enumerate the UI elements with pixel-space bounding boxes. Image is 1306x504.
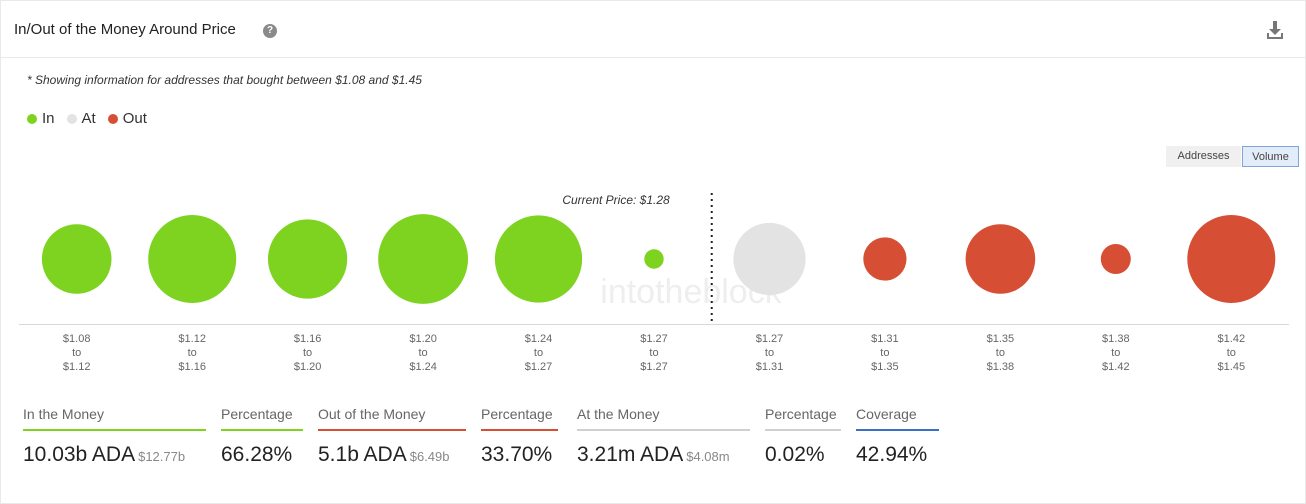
legend-item-out[interactable]: Out	[107, 110, 147, 127]
tick-label-6-2: $1.31	[756, 361, 784, 373]
stat-label: In the Money	[23, 406, 206, 431]
download-icon[interactable]	[1266, 20, 1284, 40]
tick-label-8-0: $1.35	[987, 333, 1015, 345]
tick-label-6-1: to	[765, 347, 774, 359]
tick-label-7-0: $1.31	[871, 333, 899, 345]
stat-value-text: 0.02%	[765, 443, 825, 466]
tick-label-1-0: $1.12	[178, 333, 206, 345]
tick-label-4-0: $1.24	[525, 333, 553, 345]
stat-label: Percentage	[221, 406, 303, 431]
legend-label-at: At	[81, 110, 96, 127]
tick-label-9-2: $1.42	[1102, 361, 1130, 373]
stat-3: Percentage 33.70%	[481, 406, 558, 467]
stat-value: 0.02%	[765, 443, 841, 467]
stat-value: 5.1b ADA $6.49b	[318, 443, 466, 467]
stat-0: In the Money 10.03b ADA $12.77b	[23, 406, 206, 467]
tick-label-9-0: $1.38	[1102, 333, 1130, 345]
stat-1: Percentage 66.28%	[221, 406, 303, 467]
tick-label-8-2: $1.38	[987, 361, 1015, 373]
bubble-1	[148, 215, 237, 303]
tick-label-1-2: $1.16	[178, 361, 206, 373]
legend-label-out: Out	[122, 110, 147, 127]
stat-value: 66.28%	[221, 443, 303, 467]
tick-label-10-2: $1.45	[1218, 361, 1246, 373]
tick-label-3-1: to	[419, 347, 428, 359]
tick-label-2-2: $1.20	[294, 361, 322, 373]
tick-label-1-1: to	[188, 347, 197, 359]
tick-label-3-0: $1.20	[409, 333, 437, 345]
stat-value-text: 42.94%	[856, 443, 928, 466]
stat-value-text: 5.1b ADA	[318, 443, 407, 466]
bubble-3	[378, 214, 468, 304]
bubble-10	[1187, 215, 1276, 303]
tick-label-2-1: to	[303, 347, 312, 359]
tick-label-9-1: to	[1111, 347, 1120, 359]
stat-value-usd: $6.49b	[409, 449, 450, 464]
stat-label: Percentage	[765, 406, 841, 431]
bubble-7	[863, 237, 907, 281]
widget-header: In/Out of the Money Around Price ?	[1, 1, 1305, 58]
legend-item-in[interactable]: In	[27, 110, 55, 127]
tick-label-3-2: $1.24	[409, 361, 437, 373]
stat-label: Percentage	[481, 406, 558, 431]
stat-value-usd: $4.08m	[686, 449, 730, 464]
tick-label-2-0: $1.16	[294, 333, 322, 345]
tick-label-0-2: $1.12	[63, 361, 91, 373]
stat-2: Out of the Money 5.1b ADA $6.49b	[318, 406, 466, 467]
stat-label: At the Money	[577, 406, 750, 431]
tick-label-10-1: to	[1227, 347, 1236, 359]
widget-title: In/Out of the Money Around Price	[14, 21, 236, 38]
addresses-toggle-button[interactable]: Addresses	[1166, 146, 1241, 167]
bubble-4	[494, 215, 583, 303]
stat-value: 42.94%	[856, 443, 939, 467]
stat-value: 10.03b ADA $12.77b	[23, 443, 206, 467]
tick-label-5-2: $1.27	[640, 361, 668, 373]
bubble-5	[644, 249, 664, 269]
volume-toggle-button[interactable]: Volume	[1242, 146, 1299, 167]
stat-label: Out of the Money	[318, 406, 466, 431]
stat-4: At the Money 3.21m ADA $4.08m	[577, 406, 750, 467]
legend-dot-at	[66, 113, 77, 124]
current-price-label: Current Price: $1.28	[562, 193, 670, 207]
help-icon[interactable]: ?	[263, 24, 277, 38]
stat-value-text: 3.21m ADA	[577, 443, 684, 466]
tick-label-6-0: $1.27	[756, 333, 784, 345]
tick-label-0-1: to	[72, 347, 81, 359]
stat-6: Coverage 42.94%	[856, 406, 939, 467]
stat-label: Coverage	[856, 406, 939, 431]
stat-value-text: 33.70%	[481, 443, 553, 466]
stat-value-text: 10.03b ADA	[23, 443, 136, 466]
legend: In At Out	[27, 110, 147, 127]
bubble-chart: intotheblock$1.08to$1.12$1.12to$1.16$1.1…	[19, 193, 1289, 373]
tick-label-7-1: to	[880, 347, 889, 359]
tick-label-0-0: $1.08	[63, 333, 91, 345]
bubble-8	[965, 224, 1036, 294]
tick-label-4-2: $1.27	[525, 361, 553, 373]
stat-5: Percentage 0.02%	[765, 406, 841, 467]
tick-label-5-0: $1.27	[640, 333, 668, 345]
tick-label-5-1: to	[649, 347, 658, 359]
tick-label-7-2: $1.35	[871, 361, 899, 373]
stat-value-text: 66.28%	[221, 443, 293, 466]
bubble-2	[268, 219, 348, 299]
legend-label-in: In	[42, 110, 55, 127]
tick-label-8-1: to	[996, 347, 1005, 359]
legend-dot-out	[107, 113, 118, 124]
bubble-6	[733, 222, 806, 296]
bubble-9	[1100, 244, 1131, 274]
legend-dot-in	[27, 113, 37, 124]
range-note: * Showing information for addresses that…	[27, 73, 422, 87]
stat-value: 33.70%	[481, 443, 558, 467]
tick-label-10-0: $1.42	[1218, 333, 1246, 345]
stat-value-usd: $12.77b	[138, 449, 186, 464]
legend-item-at[interactable]: At	[66, 110, 96, 127]
tick-label-4-1: to	[534, 347, 543, 359]
bubble-0	[41, 224, 112, 294]
stat-value: 3.21m ADA $4.08m	[577, 443, 750, 467]
